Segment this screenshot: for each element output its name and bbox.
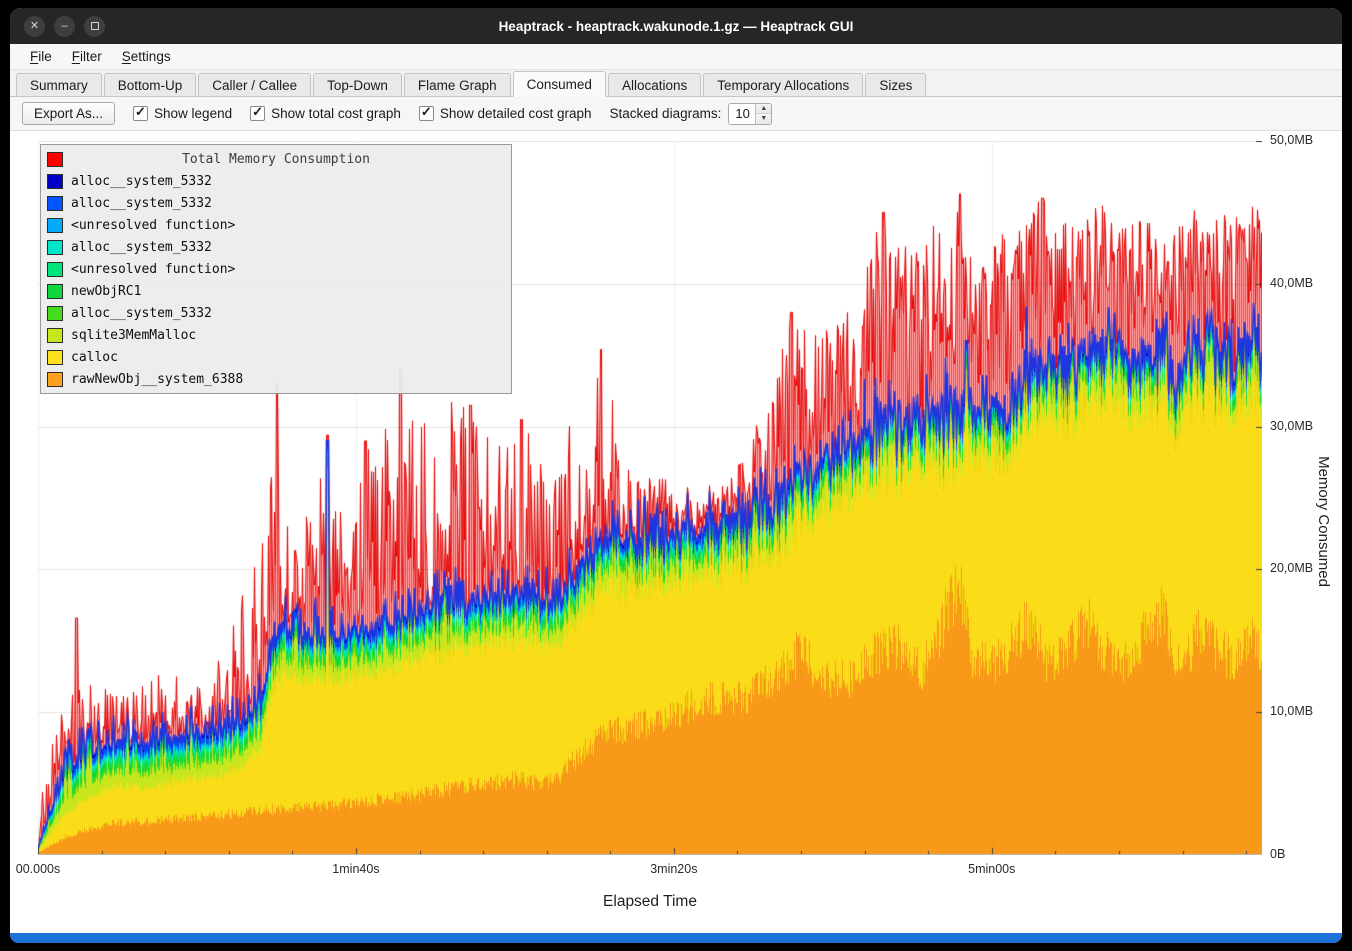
menu-item-settings[interactable]: Settings [121,49,171,64]
tab-flame-graph[interactable]: Flame Graph [403,73,511,96]
y-tick-label: 40,0MB [1270,275,1314,290]
bottom-accent-bar [10,933,1342,943]
legend-swatch [47,217,63,233]
legend-label: <unresolved function> [71,217,236,233]
checkbox-box: ✓ [133,104,149,121]
x-axis-title: Elapsed Time [603,893,697,910]
stacked-diagrams-label: Stacked diagrams: [609,106,722,121]
y-tick-label: 20,0MB [1270,561,1314,576]
checkbox-show-detailed-cost-graph[interactable]: ✓ Show detailed cost graph [418,104,592,121]
legend-swatch [47,173,63,189]
legend-swatch [47,305,63,321]
y-tick-label: 0B [1270,847,1286,861]
legend-swatch [47,349,63,365]
chart-area: Total Memory Consumption alloc__system_53… [10,131,1342,933]
legend-row: <unresolved function> [45,258,507,280]
y-tick-label: 10,0MB [1270,704,1314,719]
minimize-button[interactable]: – [54,15,75,37]
check-icon: ✓ [252,104,263,119]
x-tick-label: 3min20s [650,862,698,876]
x-tick-label: 5min00s [968,862,1016,876]
legend-swatch [47,239,63,255]
checkbox-label: Show legend [154,106,233,121]
tab-allocations[interactable]: Allocations [607,73,702,96]
checkbox-show-total-cost-graph[interactable]: ✓ Show total cost graph [250,104,401,121]
legend-label: alloc__system_5332 [71,239,212,255]
tab-consumed[interactable]: Consumed [512,71,606,97]
menu-bar: File Filter Settings [10,44,1342,70]
checkbox-box: ✓ [418,104,434,121]
y-axis-title: Memory Consumed [1315,456,1332,587]
checkbox-box: ✓ [250,104,266,121]
check-icon: ✓ [135,104,146,119]
menu-item-file[interactable]: File [30,49,52,64]
menu-item-filter[interactable]: Filter [71,49,102,64]
tab-temporary-allocations[interactable]: Temporary Allocations [703,73,864,96]
close-button[interactable]: ✕ [24,15,45,37]
legend-row: <unresolved function> [45,214,507,236]
legend-row: calloc [45,346,507,368]
legend-row: newObjRC1 [45,280,507,302]
stacked-diagrams-spinbox[interactable]: 10 ▲ ▼ [728,102,773,125]
legend-label: alloc__system_5332 [71,173,212,189]
legend-label: <unresolved function> [71,261,236,277]
checkbox-show-legend[interactable]: ✓ Show legend [133,104,233,121]
spin-down-button[interactable]: ▼ [756,114,772,124]
legend-swatch [47,371,63,387]
legend-row: rawNewObj__system_6388 [45,368,507,390]
legend-title-row: Total Memory Consumption [45,148,507,170]
stacked-diagrams-value[interactable]: 10 [735,106,750,121]
legend-label: Total Memory Consumption [182,151,370,167]
legend-label: alloc__system_5332 [71,305,212,321]
legend-row: alloc__system_5332 [45,302,507,324]
check-icon: ✓ [420,104,432,119]
maximize-icon [90,22,99,30]
legend-swatch [47,283,63,299]
legend-row: alloc__system_5332 [45,192,507,214]
legend-label: rawNewObj__system_6388 [71,371,244,387]
tab-caller-callee[interactable]: Caller / Callee [198,73,312,96]
legend-row: alloc__system_5332 [45,236,507,258]
export-as-button[interactable]: Export As... [22,102,116,125]
tab-summary[interactable]: Summary [16,73,102,96]
x-tick-label: 1min40s [332,862,380,876]
maximize-button[interactable] [84,15,105,37]
toolbar: Export As... ✓ Show legend ✓ Show total cos… [10,97,1342,131]
tab-bar: Summary Bottom-Up Caller / Callee Top-Down F… [10,70,1342,97]
legend-swatch [47,151,63,167]
legend-swatch [47,195,63,211]
y-tick-label: 50,0MB [1270,133,1314,147]
x-tick-label: 00.000s [15,862,61,876]
checkbox-label: Show detailed cost graph [439,106,592,121]
tab-top-down[interactable]: Top-Down [313,73,402,96]
legend-label: calloc [71,349,118,365]
title-bar[interactable]: ✕ – Heaptrack - heaptrack.wakunode.1.gz … [10,8,1342,44]
spin-up-button[interactable]: ▲ [756,103,772,114]
tab-bottom-up[interactable]: Bottom-Up [103,73,197,96]
y-tick-label: 30,0MB [1270,418,1314,433]
legend-swatch [47,327,63,343]
heaptrack-window: ✕ – Heaptrack - heaptrack.wakunode.1.gz … [10,8,1342,943]
legend-label: alloc__system_5332 [71,195,212,211]
legend-row: alloc__system_5332 [45,170,507,192]
tab-sizes[interactable]: Sizes [865,73,927,96]
chart-legend: Total Memory Consumption alloc__system_53… [40,144,512,394]
legend-label: newObjRC1 [71,283,142,299]
window-title: Heaptrack - heaptrack.wakunode.1.gz — He… [498,18,854,34]
legend-swatch [47,261,63,277]
legend-row: sqlite3MemMalloc [45,324,507,346]
legend-label: sqlite3MemMalloc [71,327,197,343]
checkbox-label: Show total cost graph [271,106,401,121]
